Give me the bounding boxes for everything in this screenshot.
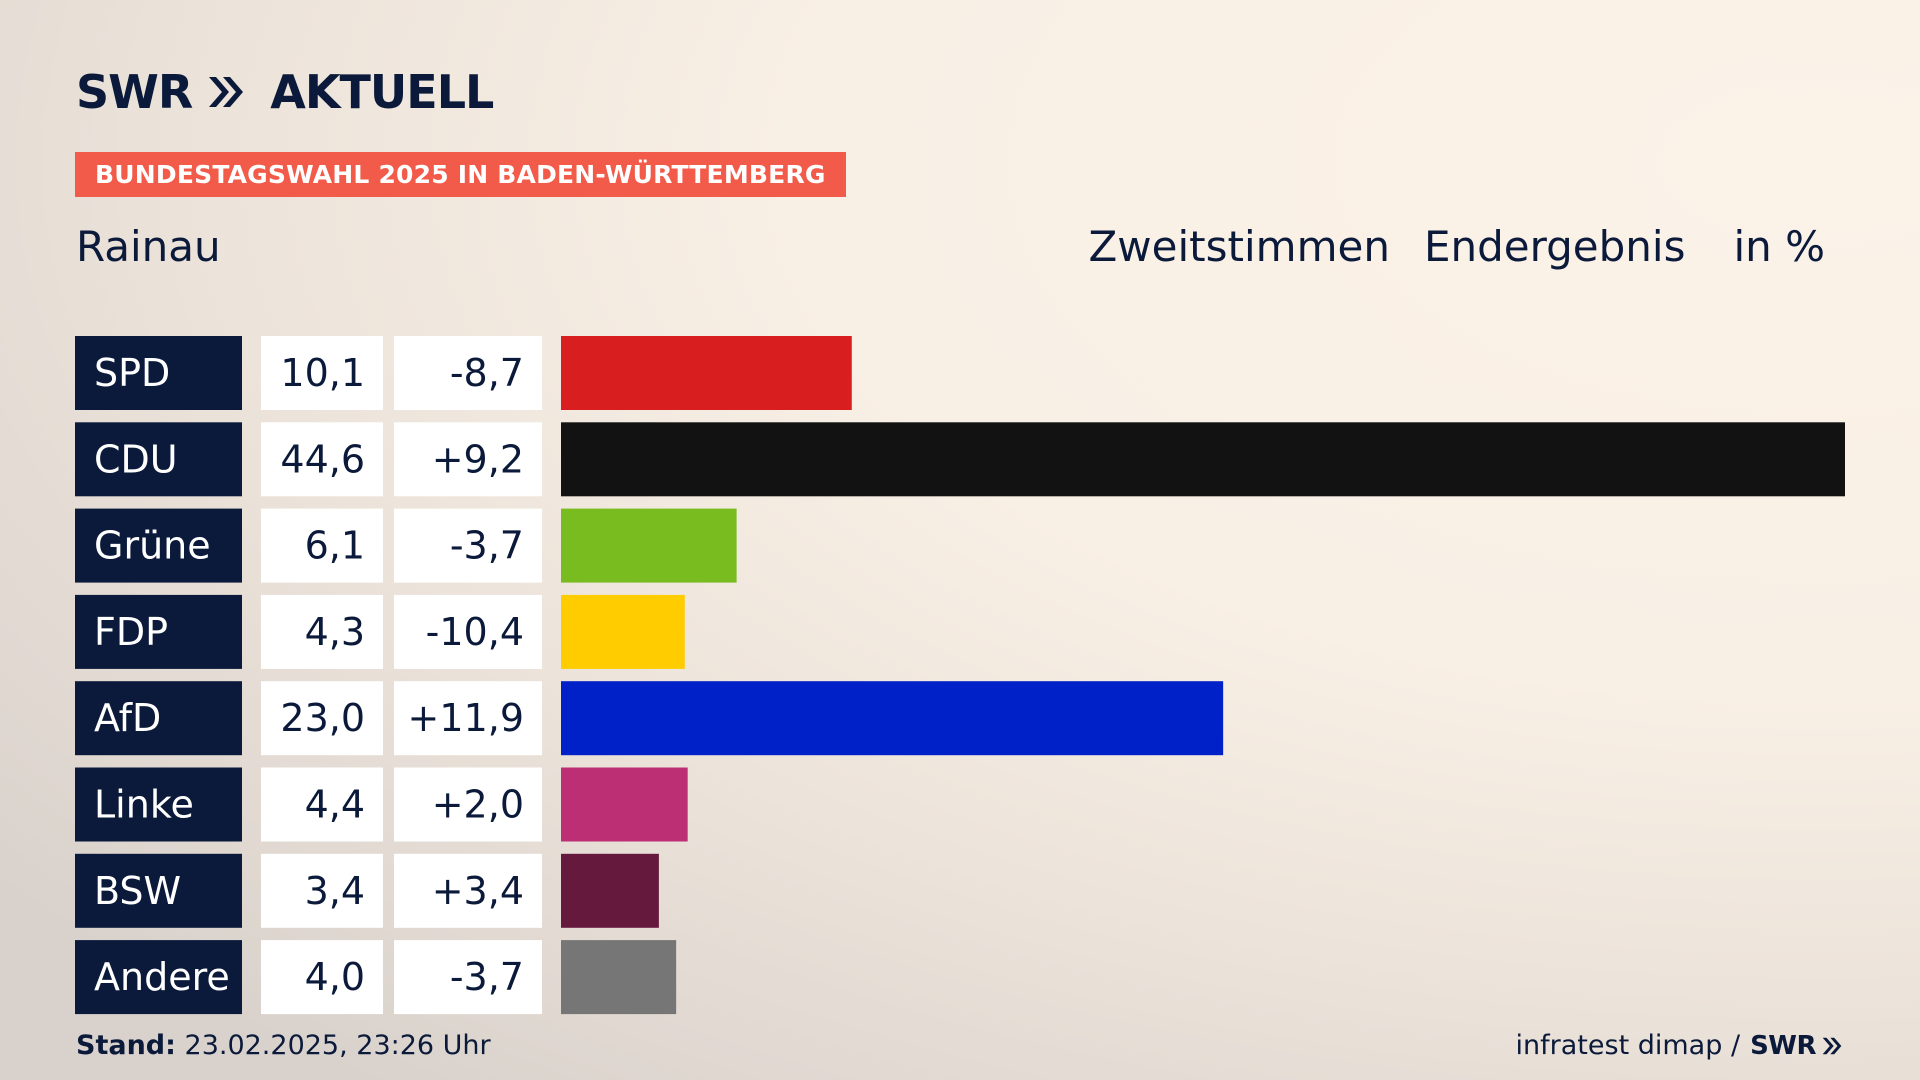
result-header: Zweitstimmen Endergebnis in % (1089, 222, 1825, 271)
party-label-box-fdp (75, 594, 242, 669)
party-label-box-andere (75, 940, 242, 1015)
bar-cdu (561, 422, 1845, 497)
party-label-linke: Linke (94, 783, 194, 827)
vote-type-label: Zweitstimmen (1088, 222, 1390, 271)
value-box-spd (261, 336, 383, 410)
swr-small-logo-text: SWR (1750, 1030, 1816, 1061)
change-box-fdp (394, 594, 542, 669)
party-label-box-afd (75, 681, 242, 756)
value-box-cdu (261, 422, 383, 497)
source-text: infratest dimap / (1515, 1030, 1741, 1061)
value-box-grne (261, 508, 383, 583)
source-credit: infratest dimap / SWR (1516, 1030, 1844, 1061)
value-label-andere: 4,0 (305, 955, 365, 999)
bar-linke (561, 767, 688, 842)
value-box-linke (261, 767, 383, 842)
bar-grne (561, 508, 737, 583)
bar-andere (561, 940, 677, 1015)
value-label-cdu: 44,6 (280, 437, 365, 481)
change-box-spd (394, 336, 542, 410)
change-label-spd: -8,7 (450, 351, 524, 395)
value-label-bsw: 3,4 (305, 869, 365, 913)
party-label-box-cdu (75, 422, 242, 497)
value-label-spd: 10,1 (280, 351, 365, 395)
change-box-andere (394, 940, 542, 1015)
timestamp: Stand: 23.02.2025, 23:26 Uhr (76, 1030, 491, 1061)
change-label-afd: +11,9 (408, 696, 524, 740)
value-label-afd: 23,0 (280, 696, 365, 740)
logo-aktuell-text: AKTUELL (270, 65, 494, 119)
value-box-andere (261, 940, 383, 1015)
bar-bsw (561, 853, 659, 928)
change-label-grne: -3,7 (450, 524, 524, 568)
change-label-linke: +2,0 (432, 783, 524, 827)
bar-fdp (561, 594, 685, 669)
change-box-linke (394, 767, 542, 842)
swr-small-logo: SWR (1750, 1031, 1844, 1061)
double-chevron-small-icon (1822, 1037, 1842, 1054)
unit-label: in % (1733, 222, 1825, 271)
logo-swr-text: SWR (76, 65, 193, 119)
change-label-bsw: +3,4 (432, 869, 524, 913)
party-label-bsw: BSW (94, 869, 181, 913)
change-box-bsw (394, 853, 542, 928)
stand-label: Stand: (76, 1030, 176, 1061)
place-title: Rainau (76, 222, 221, 271)
change-label-cdu: +9,2 (432, 437, 524, 481)
bar-afd (561, 681, 1224, 756)
party-label-box-spd (75, 336, 242, 410)
double-chevron-icon (209, 77, 244, 107)
party-label-spd: SPD (94, 351, 170, 395)
party-label-box-linke (75, 767, 242, 842)
change-label-andere: -3,7 (450, 955, 524, 999)
party-label-box-bsw (75, 853, 242, 928)
value-box-afd (261, 681, 383, 756)
value-label-grne: 6,1 (305, 524, 365, 568)
value-label-linke: 4,4 (305, 783, 365, 827)
stand-value: 23.02.2025, 23:26 Uhr (184, 1030, 491, 1061)
change-label-fdp: -10,4 (426, 610, 524, 654)
result-type-label: Endergebnis (1423, 222, 1686, 271)
party-label-grne: Grüne (94, 524, 211, 568)
swr-aktuell-logo: SWR AKTUELL (76, 64, 494, 120)
election-tag: BUNDESTAGSWAHL 2025 IN BADEN-WÜRTTEMBERG (75, 152, 846, 197)
value-label-fdp: 4,3 (305, 610, 365, 654)
value-box-fdp (261, 594, 383, 669)
change-box-afd (394, 681, 542, 756)
party-label-box-grne (75, 508, 242, 583)
party-label-fdp: FDP (94, 610, 168, 654)
party-label-cdu: CDU (94, 437, 178, 481)
change-box-cdu (394, 422, 542, 497)
party-label-andere: Andere (94, 955, 230, 999)
value-box-bsw (261, 853, 383, 928)
party-label-afd: AfD (94, 696, 161, 740)
change-box-grne (394, 508, 542, 583)
bar-spd (561, 336, 852, 410)
